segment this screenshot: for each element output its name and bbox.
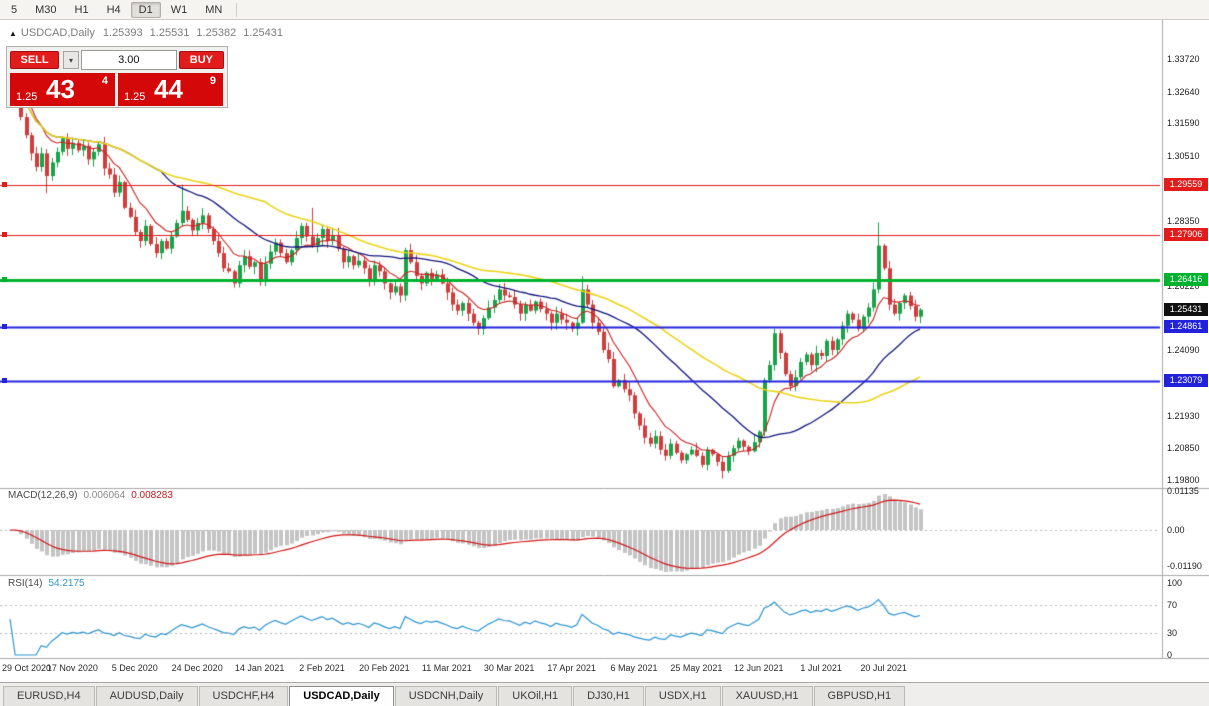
macd-indicator-label: MACD(12,26,9) 0.006064 0.008283: [8, 490, 173, 501]
quote-open: 1.25393: [102, 27, 143, 39]
chart-tab-gbpusd[interactable]: GBPUSD,H1: [813, 686, 906, 706]
collapse-panel-arrow-icon[interactable]: ▲: [9, 29, 17, 38]
chart-window: ▲ USDCAD,Daily 1.25393 1.25531 1.25382 1.2543…: [0, 20, 1209, 682]
date-tick: 11 Mar 2021: [421, 663, 472, 673]
hline-anchor-marker[interactable]: [2, 232, 7, 238]
macd-axis-tick: 0.00: [1167, 525, 1185, 535]
chevron-down-icon: ▾: [68, 55, 73, 65]
rsi-axis-tick: 30: [1167, 628, 1178, 639]
last-price-badge: 1.25431: [1164, 303, 1208, 317]
ask-price-pip: 9: [209, 75, 216, 87]
hline-anchor-marker[interactable]: [2, 378, 7, 384]
rsi-value: 54.2175: [48, 578, 85, 589]
date-tick: 5 Dec 2020: [111, 663, 158, 673]
macd-axis-tick: 0.01135: [1167, 485, 1199, 496]
timeframe-button-d1[interactable]: D1: [130, 1, 161, 18]
price-tick: 1.21930: [1167, 410, 1200, 421]
hline-anchor-marker[interactable]: [2, 277, 7, 283]
rsi-indicator-label: RSI(14) 54.2175: [8, 578, 85, 589]
chart-tab-bar: EURUSD,H4 AUDUSD,Daily USDCHF,H4 USDCAD,Dai…: [0, 682, 1209, 706]
timeframe-button-h4[interactable]: H4: [106, 3, 121, 16]
bid-price-small: 1.25: [16, 91, 38, 103]
price-tick: 1.33720: [1167, 54, 1200, 64]
toolbar-separator: [236, 2, 238, 17]
chart-tab-xauusd[interactable]: XAUUSD,H1: [721, 686, 813, 706]
timeframe-button-h1[interactable]: H1: [74, 3, 89, 16]
chart-tab-usdchf[interactable]: USDCHF,H4: [198, 686, 289, 706]
rsi-name: RSI(14): [8, 578, 43, 589]
hline-anchor-marker[interactable]: [2, 324, 7, 330]
bid-price-big: 43: [46, 74, 75, 104]
chart-tab-usdx[interactable]: USDX,H1: [644, 686, 721, 706]
chart-tab-eurusd[interactable]: EURUSD,H4: [3, 686, 95, 706]
timeframe-button-5[interactable]: 5: [11, 3, 18, 16]
date-tick: 6 May 2021: [610, 663, 658, 673]
chart-header: ▲ USDCAD,Daily 1.25393 1.25531 1.25382 1.2543…: [9, 27, 290, 39]
timeframe-button-m30[interactable]: M30: [35, 3, 57, 16]
macd-main-value: 0.006064: [83, 490, 126, 501]
timeframe-button-w1[interactable]: W1: [170, 3, 188, 16]
hline-price-badge: 1.26416: [1164, 273, 1208, 287]
price-tick: 1.30510: [1167, 151, 1200, 162]
ask-price-big: 44: [154, 74, 183, 104]
macd-name: MACD(12,26,9): [8, 490, 78, 501]
price-tick: 1.24090: [1167, 345, 1200, 356]
buy-button[interactable]: BUY: [178, 51, 224, 69]
one-click-trading-panel: SELL ▾ BUY 1.25 43 4 1.25 44 9: [6, 46, 228, 108]
date-tick: 20 Jul 2021: [860, 663, 907, 673]
rsi-axis-tick: 0: [1167, 650, 1173, 660]
quote-high: 1.25531: [149, 27, 190, 39]
quote-close: 1.25431: [243, 27, 283, 39]
hline-price-badge: 1.27906: [1164, 228, 1208, 242]
sell-button[interactable]: SELL: [10, 51, 60, 69]
chart-tab-audusd[interactable]: AUDUSD,Daily: [95, 686, 198, 706]
chart-tab-usdcnh[interactable]: USDCNH,Daily: [394, 686, 498, 706]
quote-low: 1.25382: [196, 27, 237, 39]
chart-tab-ukoil[interactable]: UKOil,H1: [498, 686, 573, 706]
price-tick: 1.32640: [1167, 86, 1200, 97]
volume-input[interactable]: [80, 50, 177, 70]
date-tick: 12 Jun 2021: [734, 663, 784, 673]
date-tick: 25 May 2021: [670, 663, 723, 673]
sell-price-panel[interactable]: 1.25 43 4: [10, 73, 115, 106]
buy-price-panel[interactable]: 1.25 44 9: [118, 73, 223, 106]
date-tick: 17 Apr 2021: [547, 663, 596, 673]
chart-tab-dj30[interactable]: DJ30,H1: [573, 686, 644, 706]
hline-price-badge: 1.29559: [1164, 178, 1208, 192]
date-tick: 17 Nov 2020: [46, 663, 98, 673]
date-tick: 2 Feb 2021: [299, 663, 345, 673]
ask-price-small: 1.25: [124, 91, 146, 103]
rsi-axis-tick: 100: [1167, 578, 1183, 588]
price-tick: 1.31590: [1167, 118, 1200, 129]
hline-price-badge: 1.24861: [1164, 320, 1208, 334]
chart-symbol-label: USDCAD,Daily: [20, 27, 95, 39]
chart-tab-usdcad[interactable]: USDCAD,Daily: [289, 686, 394, 706]
timeframe-button-mn[interactable]: MN: [205, 3, 223, 16]
price-tick: 1.28350: [1167, 216, 1200, 227]
macd-signal-value: 0.008283: [131, 490, 173, 501]
hline-anchor-marker[interactable]: [2, 182, 7, 188]
timeframe-toolbar: 5 M30 H1 H4 D1 W1 MN: [0, 0, 1209, 20]
date-tick: 1 Jul 2021: [800, 663, 842, 673]
bid-price-pip: 4: [101, 75, 108, 87]
chart-canvas[interactable]: [0, 20, 1209, 682]
date-tick: 29 Oct 2020: [2, 663, 52, 673]
date-tick: 24 Dec 2020: [171, 663, 223, 673]
hline-price-badge: 1.23079: [1164, 374, 1208, 388]
price-tick: 1.20850: [1167, 443, 1200, 454]
price-tick: 1.19800: [1167, 475, 1200, 485]
date-tick: 14 Jan 2021: [234, 663, 285, 673]
macd-axis-tick: -0.01190: [1167, 561, 1202, 571]
date-tick: 20 Feb 2021: [359, 663, 410, 673]
date-tick: 30 Mar 2021: [483, 663, 535, 673]
rsi-axis-tick: 70: [1167, 599, 1178, 610]
volume-dropdown-button[interactable]: ▾: [63, 51, 79, 69]
